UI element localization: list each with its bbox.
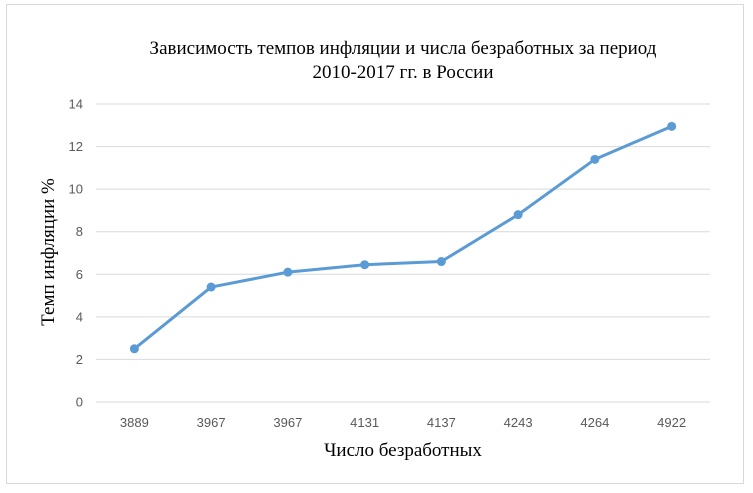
data-point [283, 267, 293, 277]
y-tick-label: 8 [76, 224, 83, 239]
y-tick-label: 12 [69, 139, 83, 154]
data-point [667, 121, 677, 131]
y-tick-label: 6 [76, 267, 83, 282]
data-point [129, 344, 139, 354]
data-point [360, 260, 370, 270]
chart-area [6, 4, 744, 484]
chart-title-line-1: Зависимость темпов инфляции и числа безр… [150, 38, 657, 59]
data-point [513, 210, 523, 220]
y-tick-label: 2 [76, 352, 83, 367]
data-point [436, 257, 446, 267]
y-axis-title: Темп инфляции % [38, 178, 59, 326]
x-tick-label: 3889 [120, 415, 149, 430]
y-tick-label: 14 [69, 97, 83, 112]
y-tick-labels: 0 2 4 6 8 10 12 14 [69, 97, 83, 410]
x-tick-label: 4243 [504, 415, 533, 430]
y-tick-label: 10 [69, 182, 83, 197]
series-line [132, 124, 674, 351]
series-inflation [129, 121, 677, 354]
x-tick-labels: 3889 3967 3967 4131 4137 4243 4264 4922 [120, 415, 686, 430]
chart-title-line-2: 2010-2017 гг. в России [312, 62, 493, 83]
data-point [590, 154, 600, 164]
x-axis-title: Число безработных [324, 440, 482, 461]
gridlines [96, 103, 710, 403]
y-tick-label: 0 [76, 395, 83, 410]
data-point [206, 282, 216, 292]
y-tick-label: 4 [76, 309, 83, 324]
x-tick-label: 3967 [273, 415, 302, 430]
x-tick-label: 4137 [427, 415, 456, 430]
x-tick-label: 4264 [580, 415, 609, 430]
x-tick-label: 4131 [350, 415, 379, 430]
x-tick-label: 3967 [197, 415, 226, 430]
x-tick-label: 4922 [657, 415, 686, 430]
